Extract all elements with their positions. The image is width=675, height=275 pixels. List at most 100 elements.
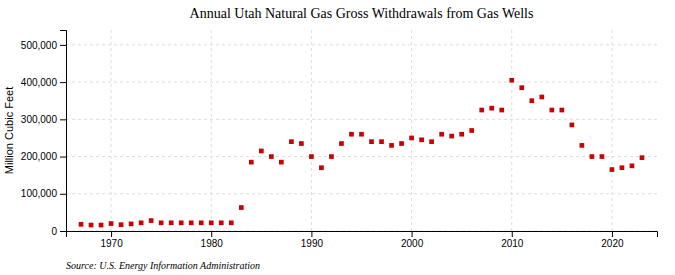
point (149, 218, 154, 223)
point (269, 154, 274, 159)
x-tick: 1970 (100, 231, 123, 249)
point (469, 128, 474, 133)
point (119, 222, 124, 227)
x-tick-mark (311, 231, 312, 237)
y-tick-mark (60, 157, 66, 158)
point (369, 139, 374, 144)
y-tick-mark (60, 119, 66, 120)
title: Annual Utah Natural Gas Gross Withdrawal… (190, 6, 534, 21)
point (570, 123, 575, 128)
point (79, 222, 84, 227)
point (529, 98, 534, 103)
point (549, 108, 554, 113)
point (199, 220, 204, 225)
x-tick: 2010 (501, 231, 524, 249)
point (600, 154, 605, 159)
point (89, 223, 94, 228)
point (489, 106, 494, 111)
grid-line-x (111, 30, 112, 231)
x-tick-label: 1990 (301, 238, 324, 249)
points (79, 78, 645, 227)
point (99, 223, 104, 228)
point (630, 164, 635, 169)
x-tick: 2000 (401, 231, 424, 249)
x-axis: 1970 1980 1990 2000 2010 2020 (67, 231, 658, 249)
point (580, 143, 585, 148)
point (439, 132, 444, 137)
point (159, 220, 164, 225)
x-tick: 1990 (301, 231, 324, 249)
y-tick-label: 500,000 (21, 40, 58, 51)
point (189, 220, 194, 225)
point (610, 167, 615, 172)
point (359, 132, 364, 137)
point (539, 95, 544, 100)
grid-line-y (66, 44, 657, 45)
point (299, 141, 304, 146)
y-axis: 0100,000200,000300,000400,000500,000 (21, 31, 67, 237)
point (219, 220, 224, 225)
y-tick-label: 200,000 (21, 151, 58, 162)
y-axis-title: Million Cubic Feet (3, 87, 15, 174)
source-note: Source: U.S. Energy Information Administ… (66, 260, 260, 271)
point (229, 220, 234, 225)
point (349, 132, 354, 137)
grid-line-y (66, 82, 657, 83)
grid-line-x (211, 30, 212, 231)
grid-line-y (66, 119, 657, 120)
chart: 1970198019902000201020200100,000200,0003… (0, 0, 675, 275)
grid-line-y (66, 156, 657, 157)
point (620, 165, 625, 170)
point (239, 205, 244, 210)
point (109, 221, 114, 226)
point (640, 155, 645, 160)
y-tick: 0 (51, 226, 66, 237)
point (509, 78, 514, 83)
grid-line-x (511, 30, 512, 231)
y-tick-mark (60, 231, 66, 232)
y-tick: 400,000 (21, 77, 66, 88)
x-tick-mark (612, 231, 613, 237)
point (590, 154, 595, 159)
point (209, 220, 214, 225)
x-tick: 1980 (201, 231, 224, 249)
grid-line-y (66, 193, 657, 194)
y-tick-label: 100,000 (21, 188, 58, 199)
y-tick-mark (60, 194, 66, 195)
y-tick-label: 400,000 (21, 77, 58, 88)
point (429, 139, 434, 144)
point (449, 134, 454, 139)
grid (66, 30, 657, 231)
point (419, 137, 424, 142)
point (379, 139, 384, 144)
point (309, 154, 314, 159)
point (259, 149, 264, 154)
point (519, 85, 524, 90)
point (409, 136, 414, 141)
x-tick-mark (111, 231, 112, 237)
x-axis-line (67, 232, 658, 238)
x-tick-label: 2010 (501, 238, 524, 249)
x-tick: 2020 (601, 231, 624, 249)
point (129, 222, 134, 227)
grid-line-x (311, 30, 312, 231)
plot-area: 1970198019902000201020200100,000200,0003… (21, 30, 658, 249)
y-tick-mark (60, 82, 66, 83)
point (249, 160, 254, 165)
point (389, 143, 394, 148)
point (179, 220, 184, 225)
x-tick-label: 2020 (601, 238, 624, 249)
point (479, 108, 484, 113)
point (399, 141, 404, 146)
grid-line-x (611, 30, 612, 231)
point (279, 160, 284, 165)
x-tick-label: 1970 (100, 238, 123, 249)
x-tick-mark (211, 231, 212, 237)
point (289, 139, 294, 144)
x-tick-label: 2000 (401, 238, 424, 249)
x-tick-mark (512, 231, 513, 237)
point (339, 141, 344, 146)
point (139, 220, 144, 225)
y-tick: 200,000 (21, 151, 66, 162)
grid-line-x (411, 30, 412, 231)
